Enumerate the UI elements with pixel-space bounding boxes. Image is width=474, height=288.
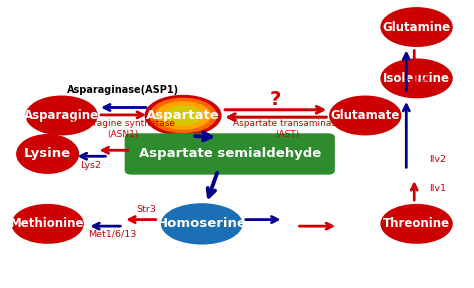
- Ellipse shape: [329, 96, 401, 135]
- Ellipse shape: [163, 105, 203, 126]
- Ellipse shape: [380, 204, 453, 244]
- Text: Str3: Str3: [137, 204, 156, 213]
- Text: Lysine: Lysine: [24, 147, 71, 160]
- Text: Asparaginase(ASP1): Asparaginase(ASP1): [67, 85, 179, 95]
- Text: Methionine: Methionine: [10, 217, 85, 230]
- Ellipse shape: [380, 58, 453, 98]
- Ellipse shape: [11, 204, 84, 244]
- Ellipse shape: [16, 134, 79, 174]
- Ellipse shape: [145, 95, 221, 136]
- Text: Isoleucine: Isoleucine: [383, 72, 450, 85]
- Text: Asparagine: Asparagine: [24, 109, 99, 122]
- Text: Met1/6/13: Met1/6/13: [88, 230, 136, 239]
- Text: Lys2: Lys2: [81, 161, 101, 170]
- Text: Glutamine: Glutamine: [383, 20, 451, 34]
- Ellipse shape: [149, 98, 217, 133]
- Ellipse shape: [155, 101, 211, 130]
- Text: Asparagine synthetase
(ASN1): Asparagine synthetase (ASN1): [71, 120, 175, 139]
- Text: Aspartate semialdehyde: Aspartate semialdehyde: [138, 147, 321, 160]
- Text: Homoserine: Homoserine: [157, 217, 246, 230]
- Text: Aspartate transaminase
(AST): Aspartate transaminase (AST): [233, 120, 341, 139]
- Ellipse shape: [26, 96, 98, 135]
- Ellipse shape: [161, 203, 243, 245]
- Text: Gln2: Gln2: [422, 60, 431, 81]
- FancyBboxPatch shape: [125, 133, 335, 175]
- Ellipse shape: [380, 7, 453, 47]
- Text: Glutamate: Glutamate: [330, 109, 400, 122]
- Text: Threonine: Threonine: [383, 217, 450, 230]
- Text: Aspartate: Aspartate: [146, 109, 220, 122]
- Text: Ilv2: Ilv2: [428, 156, 446, 164]
- Text: ?: ?: [270, 90, 281, 109]
- Text: Ilv1: Ilv1: [428, 184, 446, 193]
